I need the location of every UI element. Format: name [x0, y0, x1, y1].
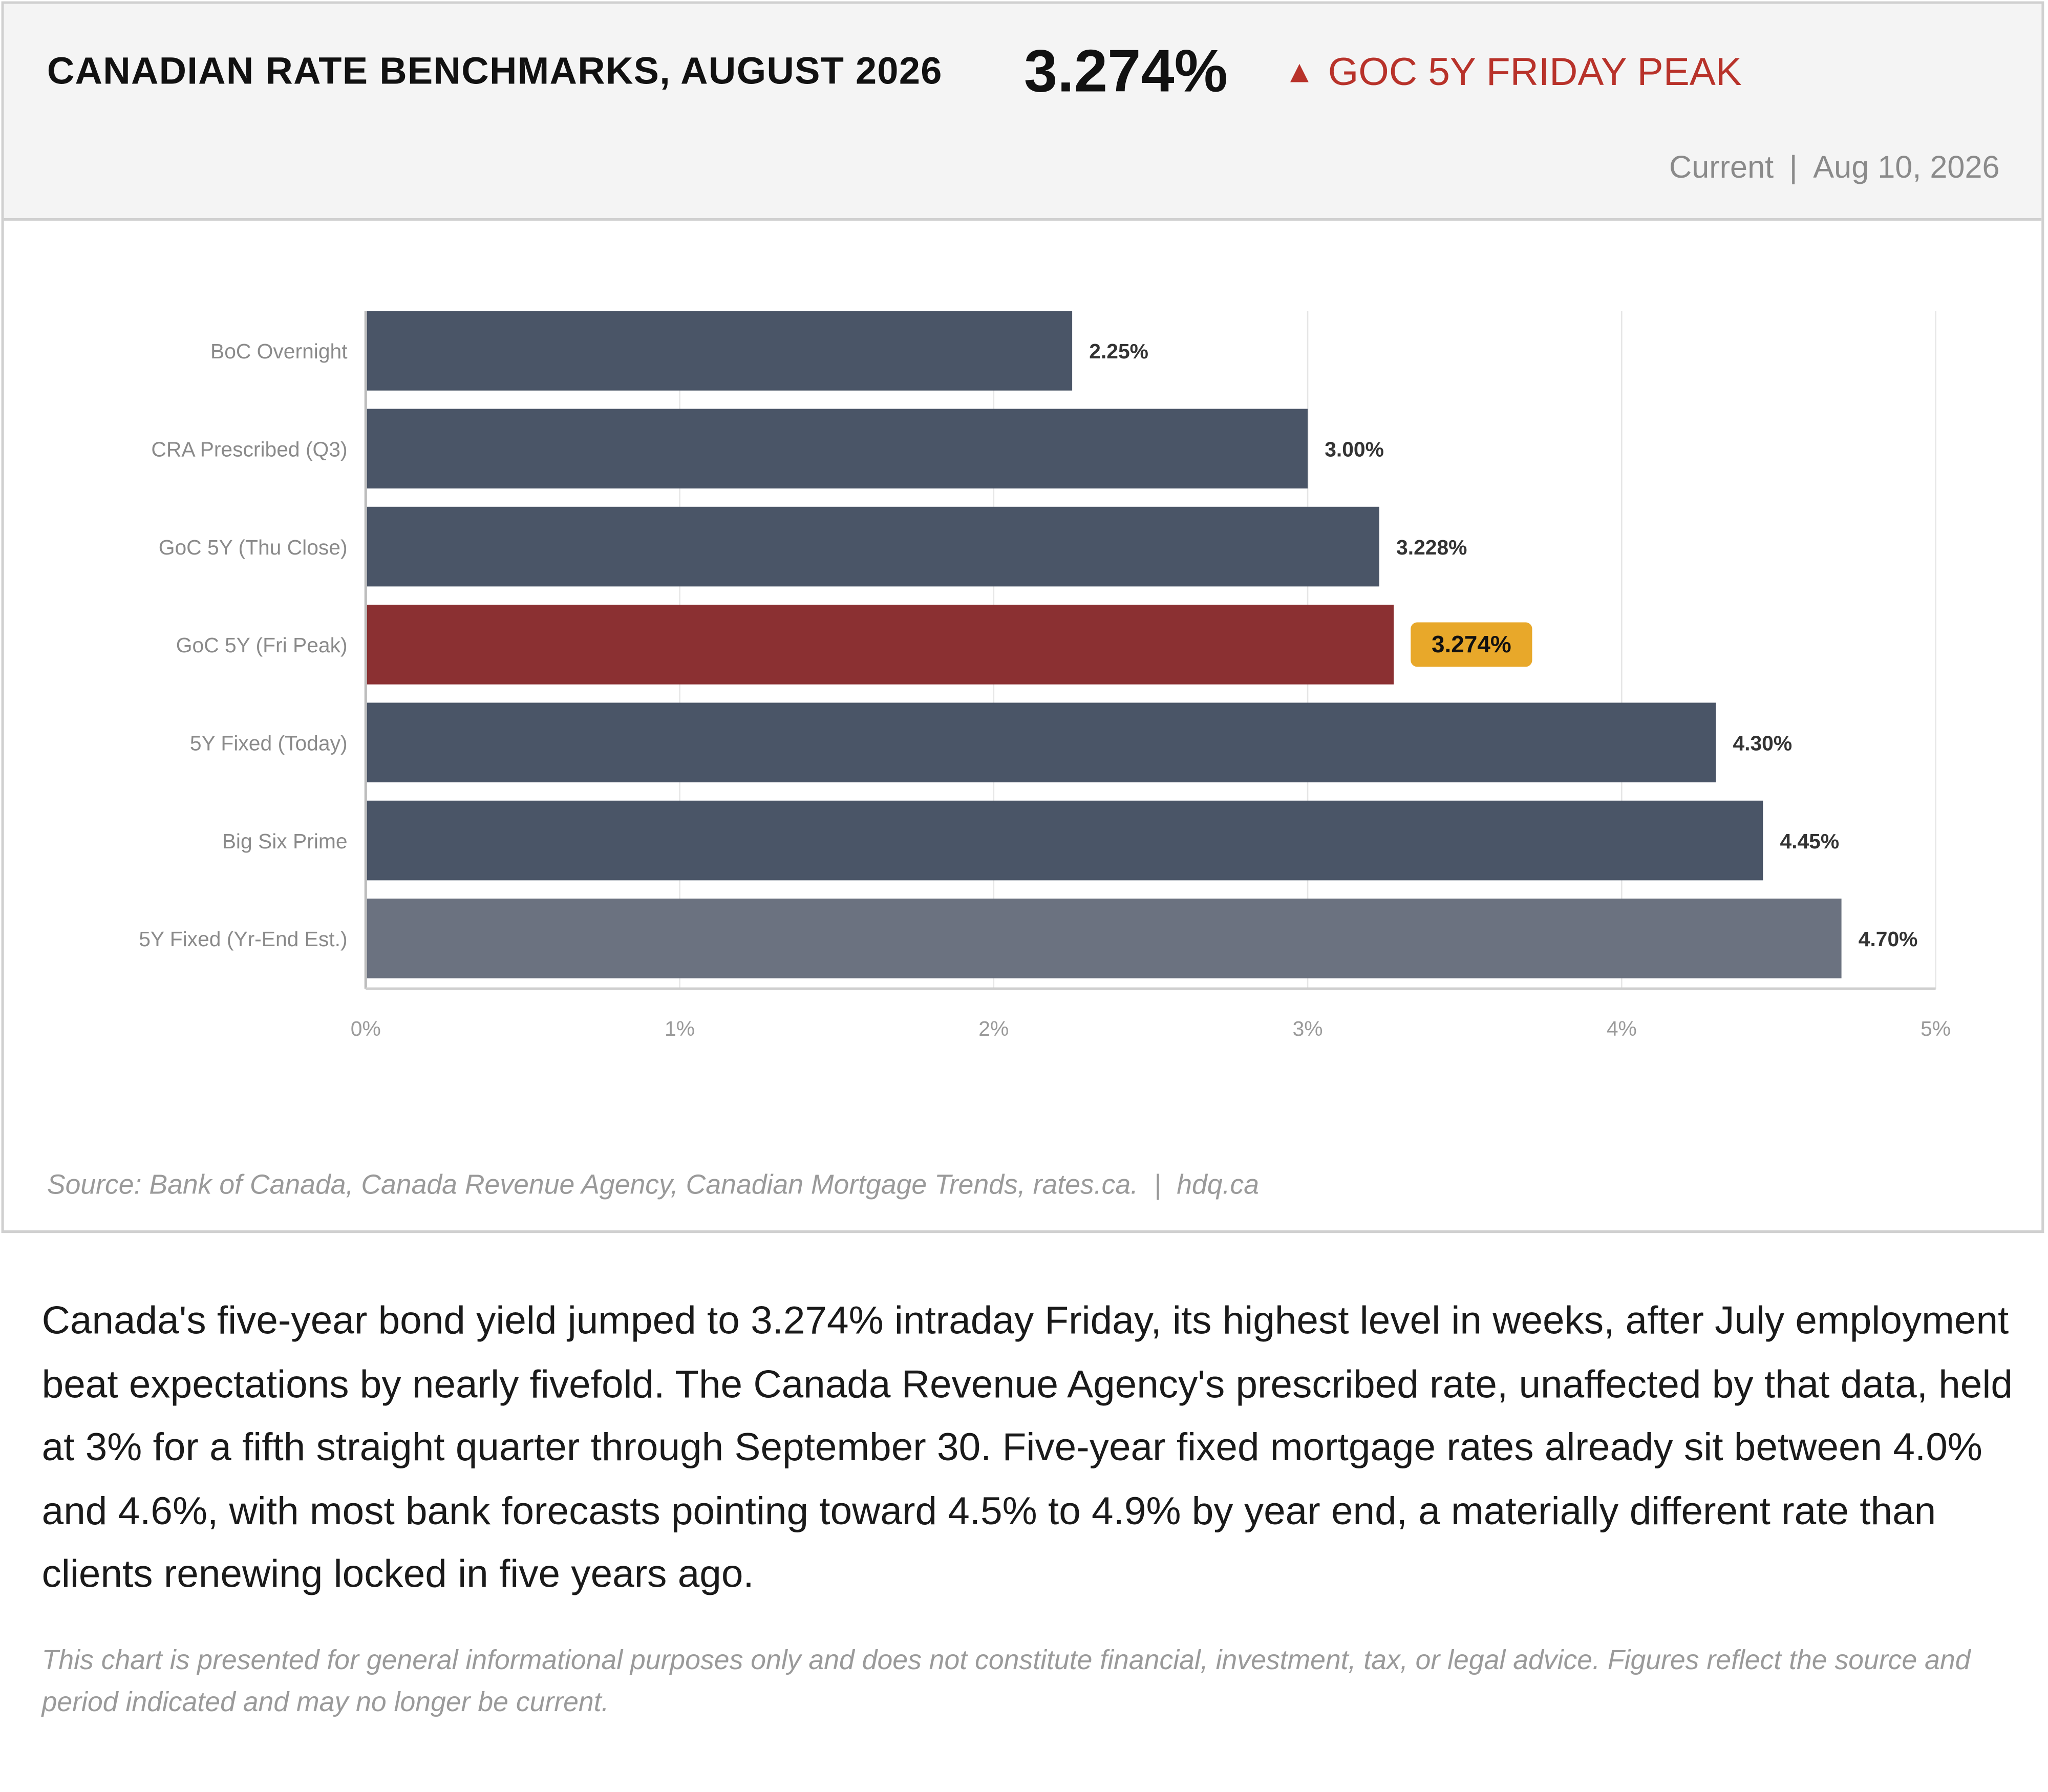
- x-tick-label: 3%: [1293, 1017, 1323, 1040]
- bar: [367, 409, 1308, 489]
- x-tick-label: 4%: [1607, 1017, 1637, 1040]
- article-paragraph: Canada's five-year bond yield jumped to …: [41, 1299, 2013, 1596]
- bars: [367, 311, 1842, 978]
- category-label: 5Y Fixed (Today): [190, 732, 348, 755]
- x-axis-labels: 0% 1% 2% 3% 4% 5%: [351, 1017, 1951, 1040]
- category-label: GoC 5Y (Thu Close): [159, 536, 348, 559]
- value-label: 4.30%: [1733, 732, 1792, 755]
- value-label: 3.228%: [1396, 536, 1467, 559]
- as-of-date: Aug 10, 2026: [1813, 150, 2000, 186]
- y-axis-labels: BoC Overnight CRA Prescribed (Q3) GoC 5Y (…: [139, 339, 348, 951]
- category-label: GoC 5Y (Fri Peak): [176, 633, 348, 657]
- status-label: Current: [1669, 150, 1774, 186]
- x-tick-label: 1%: [665, 1017, 695, 1040]
- source-line: Source: Bank of Canada, Canada Revenue A…: [47, 1170, 1259, 1202]
- up-triangle-icon: ▲: [1284, 55, 1315, 91]
- category-label: 5Y Fixed (Yr-End Est.): [139, 927, 347, 951]
- chart-card: CANADIAN RATE BENCHMARKS, AUGUST 2026 3.…: [1, 1, 2044, 1233]
- source-text: Source: Bank of Canada, Canada Revenue A…: [47, 1170, 1139, 1201]
- delta-label: GOC 5Y FRIDAY PEAK: [1328, 51, 1742, 94]
- delta-indicator: ▲ GOC 5Y FRIDAY PEAK: [1284, 51, 1742, 95]
- value-label: 2.25%: [1089, 339, 1148, 363]
- bar-chart: BoC Overnight CRA Prescribed (Q3) GoC 5Y (…: [139, 311, 1951, 1040]
- as-of-line: Current | Aug 10, 2026: [1669, 150, 2000, 186]
- chart-title: CANADIAN RATE BENCHMARKS, AUGUST 2026: [47, 51, 943, 93]
- category-label: BoC Overnight: [210, 339, 348, 363]
- separator: |: [1789, 150, 1798, 186]
- bar: [367, 605, 1394, 685]
- category-label: Big Six Prime: [222, 829, 348, 853]
- x-tick-label: 5%: [1921, 1017, 1951, 1040]
- bar: [367, 702, 1716, 783]
- highlight-label-badge: [1411, 622, 1532, 667]
- bar: [367, 800, 1763, 881]
- bar: [367, 899, 1842, 978]
- separator: |: [1154, 1170, 1161, 1201]
- headline-value: 3.274%: [1023, 36, 1228, 105]
- x-tick-label: 2%: [978, 1017, 1009, 1040]
- value-label: 4.45%: [1780, 829, 1839, 853]
- value-label: 3.274%: [1432, 631, 1511, 657]
- bar: [367, 311, 1073, 391]
- value-label: 4.70%: [1859, 927, 1918, 951]
- disclaimer: This chart is presented for general info…: [41, 1646, 1971, 1718]
- x-tick-label: 0%: [351, 1017, 381, 1040]
- site-link[interactable]: hdq.ca: [1177, 1170, 1260, 1201]
- category-label: CRA Prescribed (Q3): [151, 438, 347, 461]
- chart-header: CANADIAN RATE BENCHMARKS, AUGUST 2026 3.…: [4, 4, 2042, 221]
- bar: [367, 506, 1379, 587]
- value-label: 3.00%: [1325, 438, 1384, 461]
- value-labels: 2.25% 3.00% 3.228% 3.274% 4.30% 4.45% 4.70%: [1089, 339, 1917, 951]
